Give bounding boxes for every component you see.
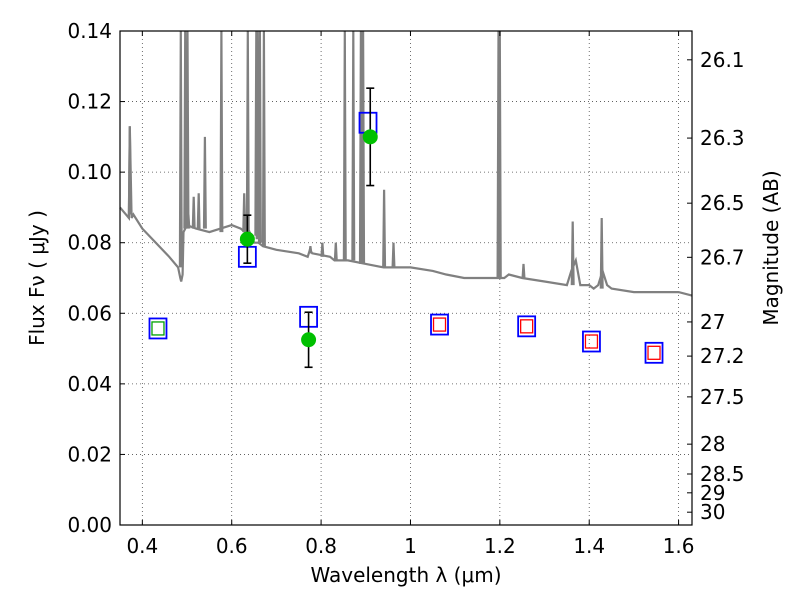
model-photometry-box xyxy=(148,317,168,340)
upper-limit-marker xyxy=(647,345,661,360)
model-photometry-box xyxy=(644,341,664,364)
y-tick-label: 0.02 xyxy=(67,442,112,466)
x-tick-label: 0.6 xyxy=(216,534,248,558)
mag-tick-label: 27.5 xyxy=(700,385,745,409)
y2-axis-label: Magnitude (AB) xyxy=(759,170,783,325)
emission-lines xyxy=(127,30,604,289)
y-tick-label: 0.04 xyxy=(67,372,112,396)
y-tick-label: 0.06 xyxy=(67,301,112,325)
upper-limit-marker xyxy=(584,334,599,349)
upper-limit-marker xyxy=(520,319,534,334)
y-axis-label: Flux Fν ( μJy ) xyxy=(25,210,49,346)
observed-flux-point xyxy=(239,231,255,247)
y-tick-label: 0.14 xyxy=(67,19,112,43)
marks-layer xyxy=(148,87,664,369)
y-tick-label: 0.10 xyxy=(67,160,112,184)
model-photometry-box xyxy=(517,315,537,338)
plot-frame xyxy=(119,30,693,526)
mag-tick-label: 27 xyxy=(700,310,725,334)
mag-tick-label: 26.3 xyxy=(700,126,745,150)
mag-tick-label: 26.1 xyxy=(700,48,745,72)
mag-tick-label: 30 xyxy=(700,500,725,524)
mag-tick-label: 27.2 xyxy=(700,344,745,368)
x-tick-label: 1 xyxy=(404,534,417,558)
x-tick-label: 1.2 xyxy=(484,534,516,558)
x-tick-label: 1.6 xyxy=(663,534,695,558)
x-tick-label: 0.8 xyxy=(305,534,337,558)
mag-tick-label: 26.7 xyxy=(700,245,745,269)
spectrum-layer xyxy=(119,30,693,297)
model-photometry-box xyxy=(582,330,601,353)
blue-band-marker xyxy=(151,321,165,336)
x-tick-label: 1.4 xyxy=(573,534,605,558)
mag-tick-label: 28 xyxy=(700,432,725,456)
model-photometry-box xyxy=(430,313,449,336)
y-tick-label: 0.12 xyxy=(67,90,112,114)
grid-lines xyxy=(120,30,692,526)
observed-flux-point xyxy=(362,129,378,145)
x-axis-label: Wavelength λ (μm) xyxy=(310,563,501,587)
upper-limit-marker xyxy=(432,317,447,332)
x-tick-label: 0.4 xyxy=(126,534,158,558)
mag-tick-label: 26.5 xyxy=(700,191,745,215)
y-tick-label: 0.00 xyxy=(67,513,112,537)
mag-tick-label: 29 xyxy=(700,481,725,505)
mag-tick-label: 28.5 xyxy=(700,462,745,486)
model-spectrum-line xyxy=(119,126,693,297)
observed-flux-point xyxy=(301,332,317,348)
ticks-layer: 0.4 0.6 0.8 1 1.2 1.4 1.6 0.00 0.02 0.04 0.06 0.08 0… xyxy=(67,19,744,558)
y-tick-label: 0.08 xyxy=(67,231,112,255)
